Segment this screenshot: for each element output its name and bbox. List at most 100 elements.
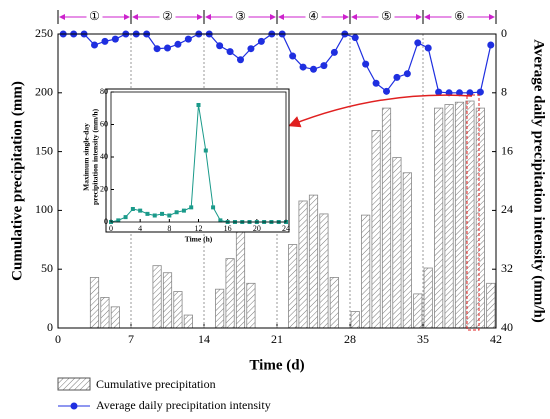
bar (392, 157, 402, 329)
intensity-point (435, 88, 443, 96)
bar (413, 293, 423, 329)
intensity-point (101, 37, 109, 45)
intensity-point (476, 88, 484, 96)
intensity-point (414, 39, 422, 47)
y2-tick-label: 32 (501, 261, 513, 275)
intensity-point (184, 35, 192, 43)
legend-label: Cumulative precipitation (96, 377, 216, 391)
x-tick-label: 35 (417, 332, 429, 346)
intensity-point (257, 37, 265, 45)
bar (486, 282, 496, 329)
y2-tick-label: 0 (501, 26, 507, 40)
x-tick-label: 21 (271, 332, 283, 346)
plot-frame (57, 33, 497, 329)
intensity-point (487, 41, 495, 49)
inset-point (152, 213, 157, 218)
bar (235, 228, 246, 329)
bar (319, 213, 329, 329)
inset-y-tick-label: 40 (100, 152, 108, 161)
intensity-point (330, 48, 338, 56)
intensity-point (174, 40, 182, 48)
bar (246, 282, 256, 329)
inset-point (145, 211, 150, 216)
bar (215, 288, 225, 329)
intensity-point (456, 89, 463, 97)
intensity-point (372, 79, 380, 87)
y-tick-label: 100 (35, 202, 53, 216)
bar (381, 107, 392, 329)
intensity-point (289, 52, 297, 60)
phase-label: ③ (235, 9, 246, 23)
intensity-point (164, 44, 171, 52)
intensity-point (237, 56, 244, 64)
inset-point (116, 218, 121, 223)
x-tick-label: 14 (198, 332, 210, 346)
phase-label: ⑤ (381, 9, 392, 23)
inset-point (138, 208, 143, 213)
inset-point (130, 207, 135, 211)
bar (173, 291, 183, 329)
x-tick-label: 42 (490, 332, 502, 346)
inset-y-tick-label: 0 (104, 217, 108, 226)
intensity-point (320, 62, 328, 70)
bar (475, 107, 485, 329)
inset-plot-frame (110, 91, 287, 223)
intensity-point (310, 65, 317, 73)
inset-point (160, 211, 165, 216)
x-tick-label: 7 (128, 332, 134, 346)
inset-x-tick-label: 12 (195, 224, 203, 233)
inset-plot: 0 4 8 12 16 20 24 0 20 40 60 80 Time (h) Maximum sing… (82, 87, 290, 244)
inset-y-title: Maximum single-day (82, 123, 91, 191)
legend-swatch (70, 402, 78, 410)
bar (308, 194, 319, 329)
y-axis-title: Cumulative precipitation (mm) (9, 81, 25, 281)
phase-label: ④ (308, 9, 319, 23)
inset-x-tick-label: 24 (282, 224, 290, 233)
intensity-point (216, 42, 224, 50)
bar (288, 244, 298, 329)
inset-point (123, 215, 128, 220)
inset-x-tick-label: 20 (253, 224, 261, 233)
inset-point (203, 148, 208, 153)
bar (89, 277, 100, 329)
bar (298, 200, 308, 329)
inset-point (211, 205, 216, 210)
intensity-point (362, 60, 370, 68)
inset-x-tick-label: 0 (109, 224, 113, 233)
inset-x-tick-label: 8 (167, 224, 171, 233)
bar (329, 277, 339, 329)
intensity-point (91, 41, 98, 49)
inset-x-title: Time (h) (185, 235, 213, 244)
intensity-point (299, 63, 307, 71)
inset-y-tick-label: 60 (100, 119, 108, 128)
legend: Cumulative precipitation Average daily p… (57, 377, 271, 412)
intensity-point (351, 34, 359, 42)
bar (100, 297, 110, 329)
x-axis-title: Time (d) (249, 357, 304, 373)
inset-point (174, 210, 179, 215)
inset-y-tick-label: 80 (100, 87, 108, 96)
inset-y-tick-label: 20 (100, 184, 108, 193)
inset-x-tick-label: 16 (224, 224, 232, 233)
phase-label: ① (89, 9, 100, 23)
y-tick-label: 50 (41, 261, 53, 275)
inset-point (189, 205, 194, 210)
intensity-point (226, 48, 234, 56)
intensity-point (111, 35, 119, 43)
inset-point (218, 218, 223, 223)
inset-x-tick-label: 4 (138, 224, 142, 233)
bar (454, 101, 465, 329)
inset-point (167, 213, 172, 218)
y-tick-label: 150 (35, 143, 53, 157)
bar (434, 107, 444, 329)
legend-label: Average daily precipitation intensity (96, 398, 271, 412)
intensity-point (247, 45, 255, 53)
bar (361, 214, 371, 329)
y2-tick-label: 40 (501, 320, 513, 334)
bar (402, 172, 412, 329)
phase-label: ② (162, 9, 173, 23)
bar (110, 306, 120, 329)
